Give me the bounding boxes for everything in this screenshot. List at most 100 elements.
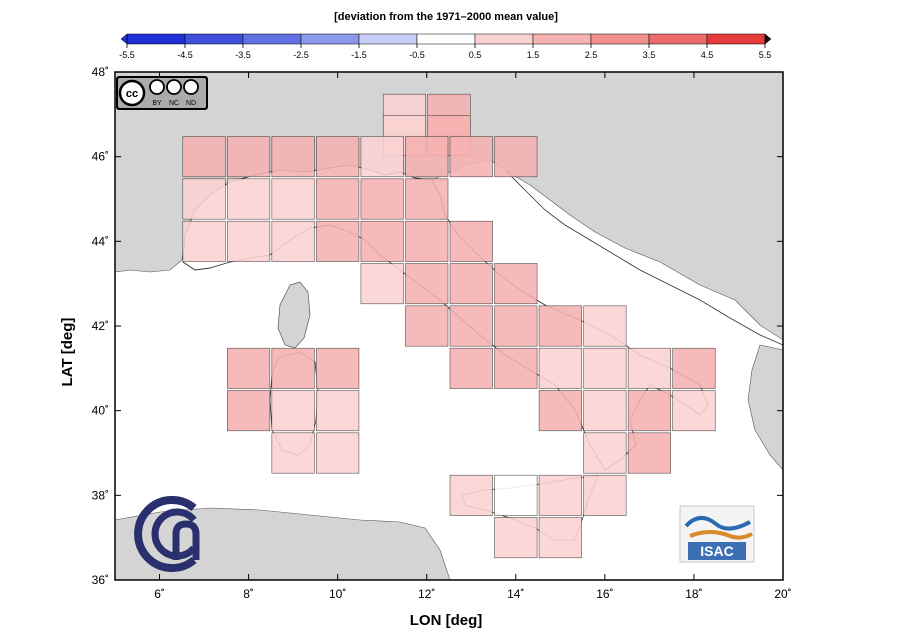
anomaly-cell	[494, 474, 538, 516]
colorbar-high-arrow	[764, 33, 772, 45]
x-axis-tick-label: 12˚	[418, 587, 435, 601]
colorbar-tick-label: -0.5	[409, 50, 425, 60]
cnr-logo	[134, 496, 200, 572]
y-axis-title: LAT [deg]	[59, 318, 76, 387]
anomaly-cell	[405, 136, 449, 178]
anomaly-cell	[271, 347, 315, 389]
anomaly-cell	[360, 178, 404, 220]
anomaly-cell	[316, 347, 360, 389]
isac-logo-text: ISAC	[700, 543, 733, 559]
colorbar-swatch	[532, 33, 592, 45]
anomaly-cell	[316, 220, 360, 262]
anomaly-cell	[583, 347, 627, 389]
anomaly-cell	[494, 305, 538, 347]
colorbar-tick-label: 0.5	[469, 50, 482, 60]
anomaly-cell	[494, 136, 538, 178]
nc-label: NC	[169, 100, 179, 107]
x-axis-tick-label: 14˚	[507, 587, 524, 601]
colorbar-tick-label: 1.5	[527, 50, 540, 60]
anomaly-cell	[627, 347, 671, 389]
colorbar-tick-label: 4.5	[701, 50, 714, 60]
anomaly-cell	[449, 136, 493, 178]
nd-label: ND	[186, 100, 196, 107]
anomaly-cell	[583, 474, 627, 516]
anomaly-cell	[494, 517, 538, 559]
anomaly-cell	[316, 390, 360, 432]
anomaly-cell	[182, 220, 226, 262]
colorbar-tick-label: -3.5	[235, 50, 251, 60]
anomaly-cell	[538, 517, 582, 559]
cnr-logo-outer-arc	[134, 496, 197, 572]
x-axis-tick-label: 20˚	[774, 587, 791, 601]
by-icon	[149, 79, 165, 95]
coast-adriatic-east	[504, 169, 784, 346]
anomaly-cell	[360, 263, 404, 305]
anomaly-cell	[449, 474, 493, 516]
y-axis-tick-label: 36˚	[92, 573, 109, 587]
anomaly-cell	[227, 347, 271, 389]
anomaly-cell	[271, 136, 315, 178]
colorbar-tick-label: 3.5	[643, 50, 656, 60]
anomaly-cell	[538, 305, 582, 347]
x-axis-tick-label: 18˚	[685, 587, 702, 601]
x-axis-tick-label: 16˚	[596, 587, 613, 601]
colorbar-swatch	[184, 33, 244, 45]
colorbar-tick-label: -2.5	[293, 50, 309, 60]
anomaly-cell	[583, 305, 627, 347]
x-axis-title: LON [deg]	[410, 612, 483, 629]
anomaly-cell	[316, 136, 360, 178]
cnr-logo-bar	[172, 520, 200, 560]
anomaly-cell	[360, 220, 404, 262]
land-corsica	[277, 281, 311, 349]
anomaly-cell	[227, 390, 271, 432]
anomaly-cell	[494, 347, 538, 389]
y-axis-tick-label: 48˚	[92, 65, 109, 79]
y-axis-tick-label: 42˚	[92, 319, 109, 333]
colorbar-swatches	[120, 33, 772, 45]
anomaly-cell	[672, 390, 716, 432]
colorbar-tick-label: 2.5	[585, 50, 598, 60]
anomaly-cell	[182, 136, 226, 178]
colorbar-swatch	[300, 33, 360, 45]
isac-logo-wave	[684, 516, 751, 531]
anomaly-cell	[627, 432, 671, 474]
anomaly-cell	[227, 220, 271, 262]
anomaly-cell	[449, 220, 493, 262]
map-panel: 6˚ 8˚ 10˚ 12˚ 14˚ 16˚ 18˚ 20˚ 36˚ 38˚ 40˚ 42˚ 44˚ 46˚…	[92, 65, 792, 601]
colorbar-swatch	[416, 33, 476, 45]
colorbar-title: [deviation from the 1971–2000 mean value…	[334, 11, 558, 23]
x-axis-tick-label: 8˚	[243, 587, 254, 601]
anomaly-cell	[583, 390, 627, 432]
anomaly-cell	[538, 347, 582, 389]
anomaly-cell	[538, 474, 582, 516]
colorbar-swatch	[590, 33, 650, 45]
x-axis-tick-label: 6˚	[154, 587, 165, 601]
anomaly-cell	[227, 178, 271, 220]
colorbar-tick-label: -5.5	[119, 50, 135, 60]
cc-license-badge: cc BY NC ND	[116, 76, 208, 110]
anomaly-cell	[405, 178, 449, 220]
colorbar-swatch	[474, 33, 534, 45]
y-axis-tick-label: 44˚	[92, 234, 109, 248]
cc-icon	[118, 79, 146, 107]
anomaly-cell	[360, 136, 404, 178]
isac-logo: ISAC	[679, 505, 755, 563]
y-axis-tick-label: 40˚	[92, 404, 109, 418]
anomaly-cell	[182, 178, 226, 220]
anomaly-cell	[449, 305, 493, 347]
anomaly-cell	[227, 136, 271, 178]
anomaly-cell	[405, 305, 449, 347]
anomaly-cell	[271, 178, 315, 220]
colorbar-swatch	[706, 33, 766, 45]
cc-icon-text: cc	[126, 88, 138, 100]
anomaly-cell	[672, 347, 716, 389]
anomaly-cell	[583, 432, 627, 474]
colorbar-tick-label: -1.5	[351, 50, 367, 60]
colorbar-swatch	[648, 33, 708, 45]
anomaly-cell	[271, 220, 315, 262]
anomaly-cell	[316, 432, 360, 474]
anomaly-cell	[449, 263, 493, 305]
colorbar-low-arrow	[120, 33, 128, 45]
nd-icon	[183, 79, 199, 95]
